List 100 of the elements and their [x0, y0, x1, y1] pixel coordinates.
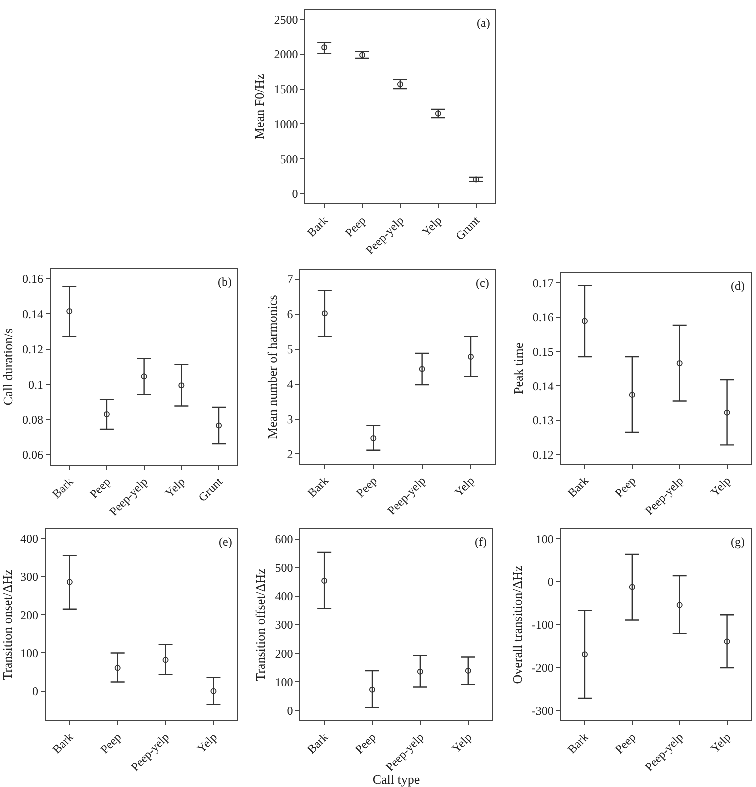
point	[417, 668, 424, 675]
x-tick-label: Peep	[612, 474, 639, 500]
y-tick-label: 0.14	[532, 379, 554, 394]
y-tick-label: -100	[532, 618, 554, 632]
y-tick-label: 5	[287, 342, 294, 357]
x-tick-label: Bark	[50, 730, 76, 757]
y-tick-label: 600	[275, 532, 294, 547]
point	[419, 366, 426, 372]
y-tick-label: 500	[280, 152, 298, 166]
y-tick-label: 4	[287, 377, 294, 392]
y-tick-label: 0.1	[28, 378, 44, 392]
point	[629, 584, 636, 590]
y-tick-label: 300	[275, 618, 294, 632]
y-tick-label: 2000	[274, 48, 298, 62]
y-tick-label: 100	[275, 675, 294, 690]
x-tick-label: Yelp	[708, 730, 734, 756]
point	[676, 602, 683, 608]
y-axis-title: Mean F0/Hz	[252, 74, 268, 140]
x-tick-label: Bark	[304, 730, 331, 757]
y-tick-label: -300	[532, 704, 554, 718]
point	[582, 318, 588, 324]
y-tick-label: 3	[287, 412, 294, 426]
point	[322, 578, 328, 584]
x-tick-label: Bark	[304, 214, 331, 240]
y-tick-label: 0	[292, 187, 298, 202]
y-tick-label: 400	[20, 532, 39, 546]
point	[141, 374, 148, 380]
annotation: (c)	[476, 276, 490, 290]
y-tick-label: 0.12	[532, 448, 554, 462]
annotation: (e)	[219, 535, 232, 549]
point	[114, 665, 121, 672]
y-axis-title: Transition onset/ΔHz	[0, 569, 15, 680]
y-tick-label: 0.17	[532, 276, 554, 290]
point	[676, 360, 683, 366]
y-tick-label: 0	[287, 704, 294, 718]
y-tick-label: 0.13	[532, 414, 554, 428]
x-tick-label: Peep	[352, 730, 379, 757]
x-tick-label: Bark	[564, 730, 592, 757]
y-axis-title: Overall transition/ΔHz	[510, 566, 525, 684]
x-tick-label: Yelp	[194, 730, 220, 756]
point	[162, 657, 169, 664]
x-tick-label: Peep	[342, 214, 369, 240]
point	[322, 310, 328, 317]
x-tick-label: Bark	[50, 474, 76, 502]
point	[468, 354, 474, 360]
point	[66, 579, 73, 586]
annotation: (b)	[218, 275, 232, 289]
x-tick-label: Bark	[564, 474, 592, 500]
y-tick-label: 100	[536, 532, 554, 546]
y-tick-label: 200	[275, 646, 294, 661]
y-tick-label: 1500	[274, 82, 298, 97]
y-tick-label: 200	[20, 608, 39, 622]
y-tick-label: 0.12	[22, 342, 44, 357]
point	[582, 652, 588, 658]
x-tick-label: Yelp	[449, 730, 475, 756]
y-tick-label: 0	[32, 684, 39, 699]
y-tick-label: 1000	[274, 117, 298, 132]
point	[104, 412, 110, 418]
annotation: (f)	[475, 535, 487, 549]
y-tick-label: 400	[275, 590, 294, 604]
x-tick-label: Yelp	[162, 474, 188, 500]
y-tick-label: 300	[20, 570, 39, 584]
point	[210, 688, 217, 694]
y-tick-label: 0.14	[22, 307, 44, 322]
annotation: (g)	[731, 535, 745, 549]
x-tick-label: Peep	[354, 474, 380, 500]
x-tick-label: Yelp	[708, 474, 734, 500]
x-tick-label: Peep	[612, 730, 639, 757]
y-tick-label: 0.15	[532, 345, 554, 360]
y-tick-label: 2	[287, 447, 294, 462]
y-tick-label: 0.16	[22, 272, 44, 286]
x-tick-label: Yelp	[452, 474, 478, 500]
y-axis-title: Call duration/s	[0, 328, 16, 406]
annotation: (a)	[477, 16, 490, 30]
y-tick-label: 2500	[274, 12, 298, 27]
y-tick-label: 100	[20, 646, 39, 660]
point	[629, 392, 636, 398]
y-axis-title: Peak time	[510, 342, 526, 394]
y-tick-label: 0.16	[532, 310, 554, 325]
x-tick-label: Peep	[98, 730, 124, 757]
x-tick-label: Yelp	[419, 214, 445, 240]
point	[370, 436, 377, 442]
y-tick-label: 6	[287, 308, 294, 322]
x-tick-label: Bark	[304, 474, 332, 500]
y-tick-label: 0	[548, 575, 554, 590]
point	[370, 686, 376, 693]
x-tick-label: Peep	[86, 474, 114, 502]
point	[66, 308, 73, 315]
y-tick-label: -200	[532, 661, 554, 676]
y-tick-label: 0.06	[22, 448, 44, 462]
annotation: (d)	[731, 279, 745, 293]
y-tick-label: 0.08	[22, 412, 44, 427]
y-tick-label: 500	[275, 561, 294, 576]
point	[724, 638, 730, 645]
point	[216, 422, 222, 429]
y-axis-title: Mean number of harmonics	[265, 295, 280, 440]
point	[178, 382, 185, 389]
y-axis-title: Transition offset/ΔHz	[253, 568, 268, 682]
y-tick-label: 7	[287, 272, 294, 287]
point	[724, 410, 730, 416]
